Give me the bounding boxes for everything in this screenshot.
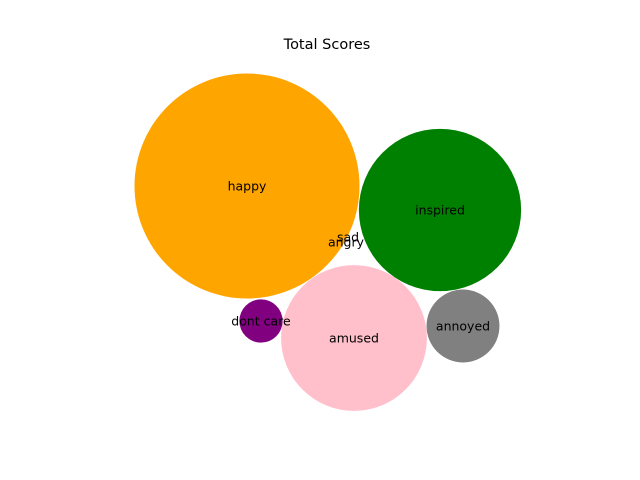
bubble-inspired bbox=[358, 128, 522, 292]
chart-title: Total Scores bbox=[283, 37, 371, 53]
bubble-label-annoyed: annoyed bbox=[436, 319, 490, 334]
bubble-label-amused: amused bbox=[329, 331, 379, 346]
bubble-dont-care bbox=[239, 299, 283, 343]
bubble-happy bbox=[134, 73, 360, 299]
bubble-annoyed bbox=[426, 289, 500, 363]
bubble-label-dont-care: dont care bbox=[231, 314, 291, 329]
bubble-label-inspired: inspired bbox=[415, 203, 465, 218]
bubbles-layer bbox=[134, 73, 522, 411]
bubble-amused bbox=[281, 265, 427, 411]
bubble-label-angry: angry bbox=[328, 235, 365, 250]
bubble-labels-layer: happy inspired amused annoyed dont care sadan… bbox=[228, 179, 491, 346]
bubble-label-happy: happy bbox=[228, 179, 267, 194]
bubble-label-sad: sad bbox=[337, 230, 359, 245]
